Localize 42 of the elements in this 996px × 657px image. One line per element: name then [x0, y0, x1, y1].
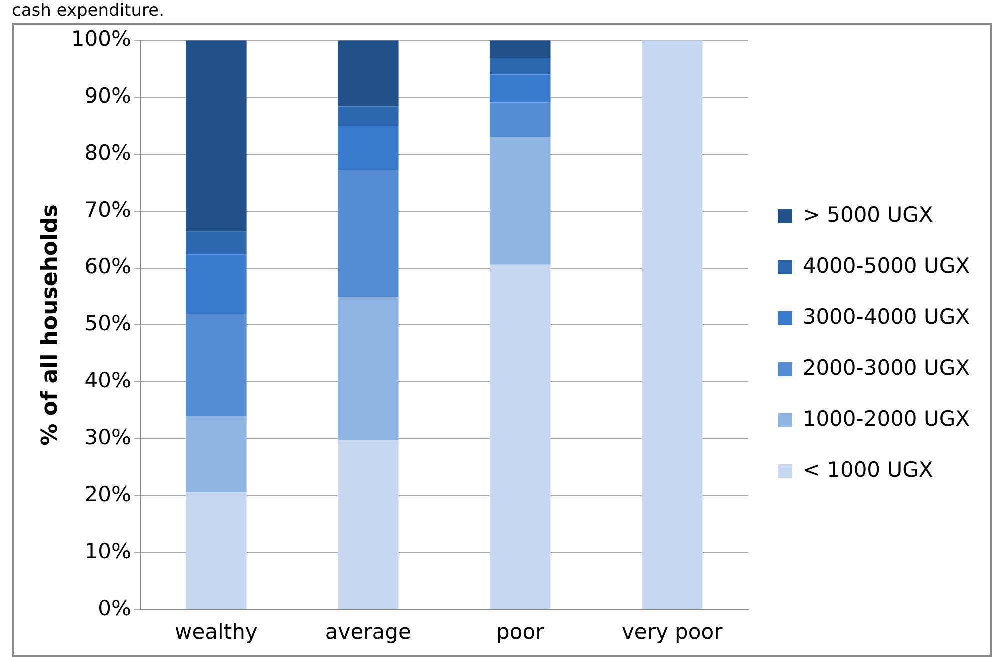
- y-tick-label: 30%: [84, 425, 132, 450]
- x-tick-label: average: [325, 620, 412, 644]
- bar: [490, 40, 551, 58]
- bar: [338, 297, 399, 440]
- legend-label: 2000-3000 UGX: [802, 356, 970, 380]
- x-tick-label: very poor: [622, 620, 724, 644]
- y-tick-label: 40%: [84, 368, 132, 393]
- bar: [338, 440, 399, 610]
- legend-label: 3000-4000 UGX: [802, 304, 970, 329]
- bar: [186, 232, 247, 255]
- y-tick-label: 50%: [84, 312, 132, 336]
- legend-label: > 5000 UGX: [802, 202, 934, 227]
- x-tick-label: wealthy: [175, 620, 258, 644]
- y-tick-label: 70%: [84, 198, 132, 222]
- bar: [186, 492, 247, 610]
- bar: [338, 170, 399, 298]
- bar: [338, 106, 399, 127]
- bar: [490, 58, 551, 75]
- y-tick-label: 60%: [84, 254, 132, 279]
- bar: [490, 137, 551, 265]
- bar: [338, 40, 399, 107]
- bar: [186, 314, 247, 416]
- y-tick-label: 20%: [84, 482, 132, 506]
- bar: [490, 74, 551, 103]
- bar: [186, 254, 247, 314]
- bar: [186, 40, 247, 232]
- text: cash expenditure.: [12, 1, 164, 21]
- x-tick-label: poor: [496, 620, 545, 644]
- y-tick-label: 0%: [98, 596, 132, 620]
- bar: [642, 40, 703, 610]
- y-tick-label: 80%: [84, 140, 132, 165]
- y-tick-label: 90%: [84, 84, 132, 108]
- legend-label: 4000-5000 UGX: [802, 254, 970, 278]
- legend-label: 1000-2000 UGX: [802, 406, 970, 431]
- y-tick-label: 100%: [71, 27, 132, 52]
- y-axis-title: % of all households: [38, 204, 63, 446]
- bar: [338, 126, 399, 170]
- bar: [490, 102, 551, 138]
- legend-label: < 1000 UGX: [802, 458, 934, 482]
- bar: [490, 264, 551, 610]
- y-tick-label: 10%: [84, 539, 132, 564]
- bar: [186, 416, 247, 493]
